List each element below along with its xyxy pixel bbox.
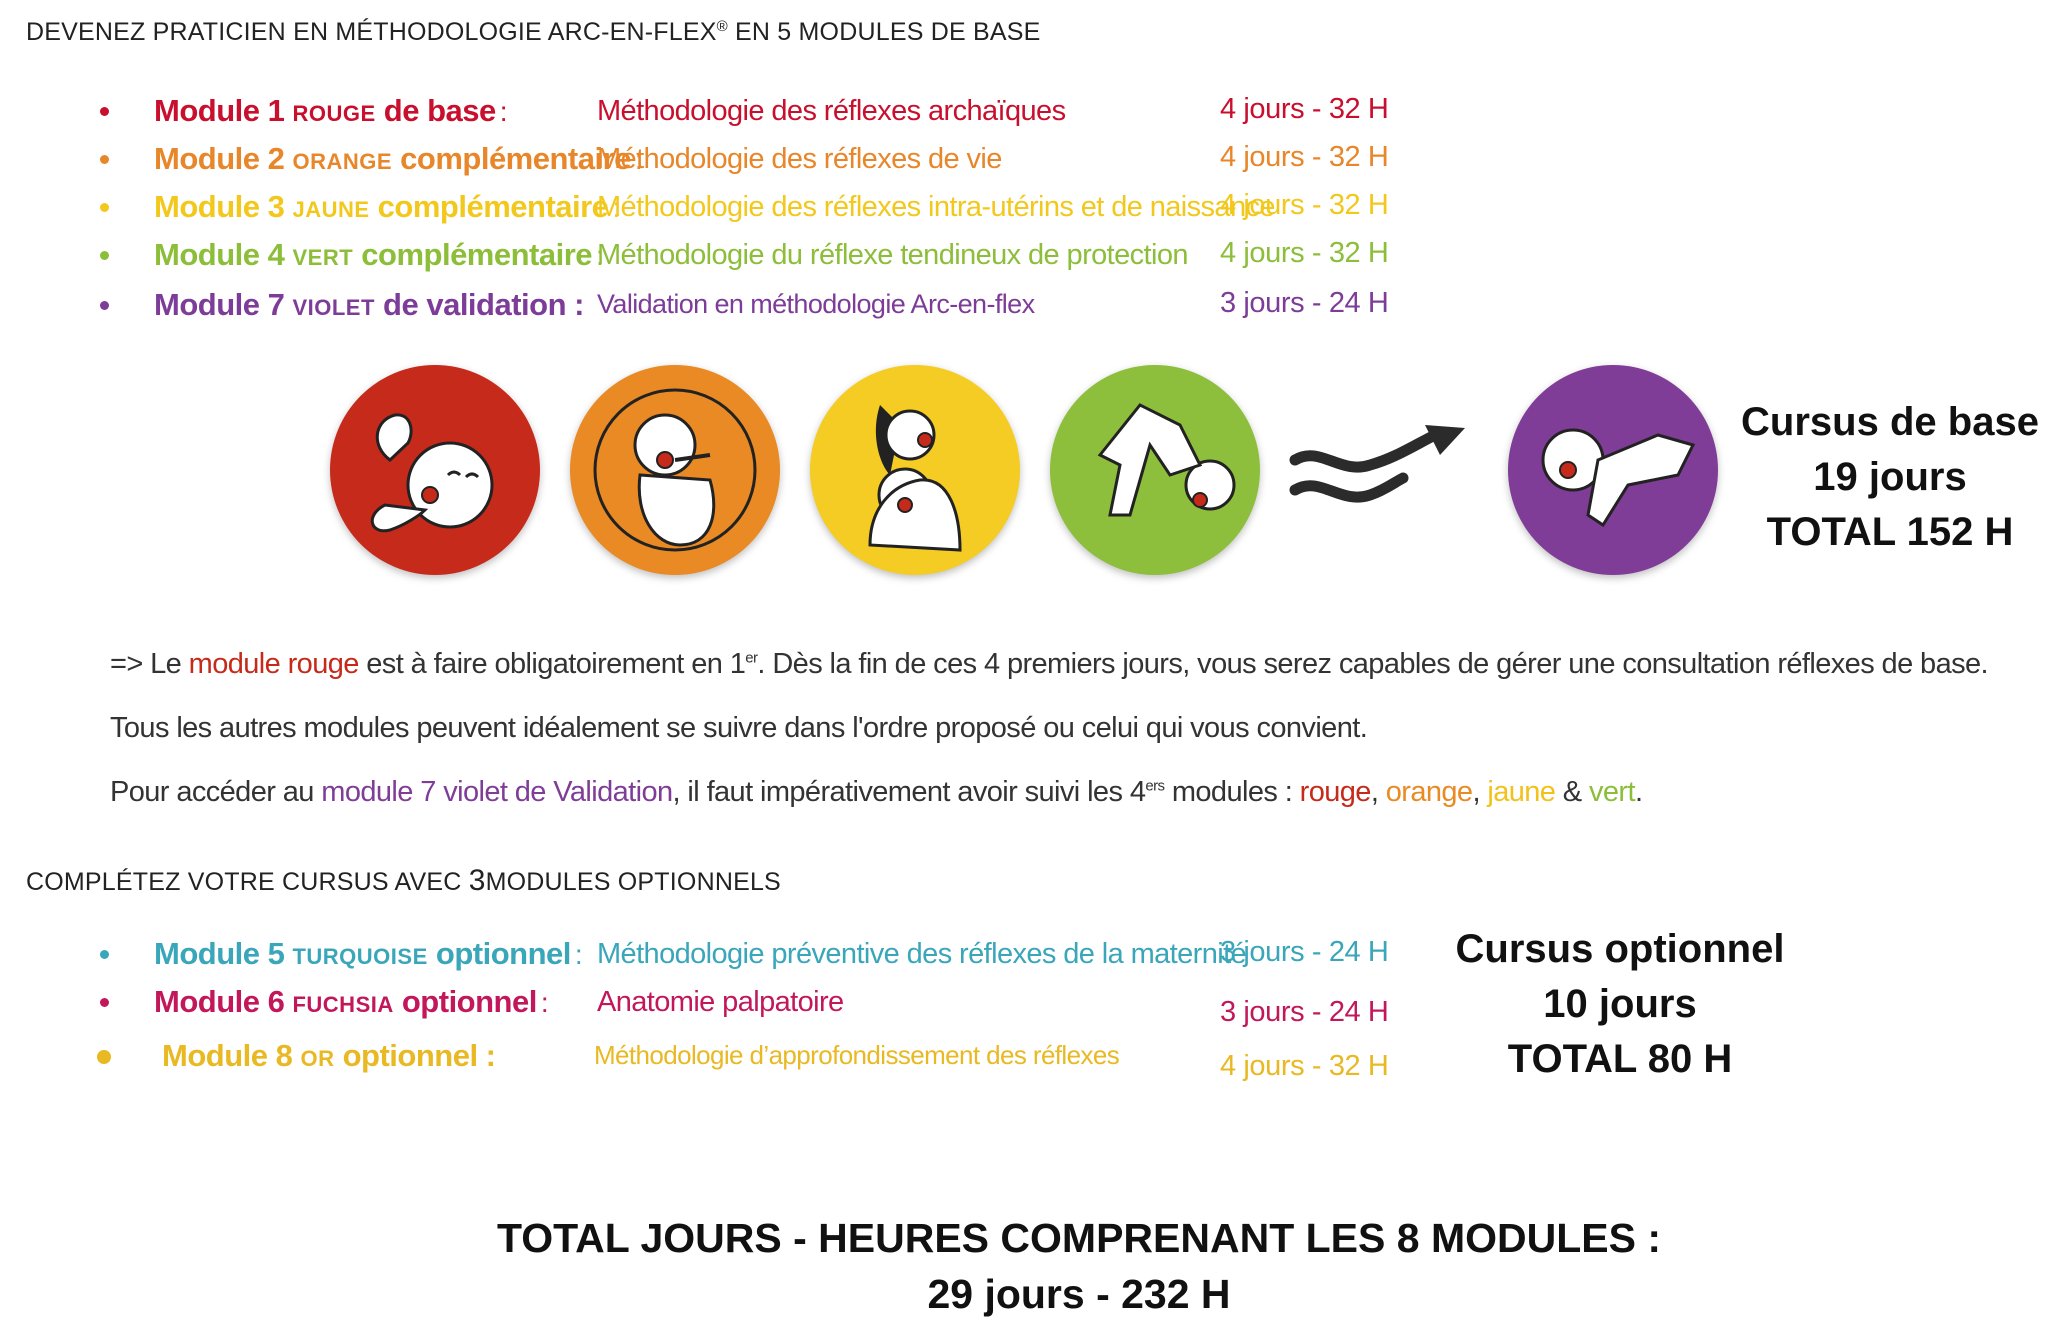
baby-crawling-icon (1050, 365, 1260, 575)
cursus-optional-days: 10 jours (1543, 982, 1697, 1026)
module-number: Module 1 (154, 93, 285, 128)
module-type: optionnel (435, 936, 571, 971)
module-type: optionnel : (342, 1038, 496, 1073)
module-number: Module 7 (154, 287, 285, 322)
module-description: Méthodologie des réflexes intra-utérins … (597, 191, 1276, 223)
bullet-icon (100, 155, 109, 164)
module-description: Méthodologie d’approfondissement des réf… (594, 1040, 1120, 1070)
bullet-icon (100, 950, 109, 959)
module-name: Module 5 turquoise optionnel: (154, 936, 583, 972)
module-description: Méthodologie des réflexes archaïques (597, 95, 1066, 127)
bullet-icon (100, 107, 109, 116)
module-type: optionnel (401, 984, 537, 1019)
module-description: Méthodologie du réflexe tendineux de pro… (597, 239, 1189, 271)
module-color-word: vert (292, 245, 354, 270)
cursus-base-title: Cursus de base (1741, 400, 2039, 444)
module-colon: : (612, 192, 620, 223)
module-description: Anatomie palpatoire (597, 986, 844, 1018)
note-validation: Pour accéder au module 7 violet de Valid… (110, 776, 1643, 808)
bullet-icon (100, 301, 109, 310)
module-name: Module 3 jaune complémentaire: (154, 189, 620, 225)
module-duration: 4 jours - 32 H (1220, 189, 1389, 221)
baby-reaching-icon (1508, 365, 1718, 575)
note-red-module: => Le module rouge est à faire obligatoi… (110, 648, 1989, 680)
cursus-optional-title: Cursus optionnel (1455, 927, 1785, 971)
grand-total: TOTAL JOURS - HEURES COMPRENANT LES 8 MO… (55, 1210, 2048, 1322)
module-number: Module 4 (154, 237, 285, 272)
bullet-icon (97, 1050, 111, 1064)
module-number: Module 2 (154, 141, 285, 176)
module-colon: : (596, 240, 604, 271)
module-type: complémentaire (377, 189, 609, 224)
module-type: de base (383, 93, 496, 128)
baby-curled-icon (330, 365, 540, 575)
cursus-base-total: TOTAL 152 H (1766, 510, 2014, 554)
module-colon: : (540, 987, 549, 1018)
module-description: Méthodologie des réflexes de vie (597, 143, 1002, 175)
module-color-word: violet (292, 295, 375, 320)
module-color-word: orange (292, 149, 393, 174)
module-color-word: rouge (292, 101, 376, 126)
module-duration: 3 jours - 24 H (1220, 996, 1389, 1028)
module-description: Validation en méthodologie Arc-en-flex (597, 289, 1035, 319)
module-name: Module 4 vert complémentaire: (154, 237, 604, 273)
module-duration: 4 jours - 32 H (1220, 237, 1389, 269)
module-color-word: fuchsia (292, 992, 394, 1017)
module-colon: : (634, 144, 643, 175)
bullet-icon (100, 251, 109, 260)
bullet-icon (100, 203, 109, 212)
module-number: Module 5 (154, 936, 285, 971)
module-name: Module 1 rouge de base: (154, 93, 508, 129)
bullet-icon (100, 998, 109, 1007)
cursus-optional-total: TOTAL 80 H (1507, 1037, 1733, 1081)
module-description: Méthodologie préventive des réflexes de … (597, 938, 1247, 970)
module-duration: 4 jours - 32 H (1220, 141, 1389, 173)
note-module-order: Tous les autres modules peuvent idéaleme… (110, 712, 1368, 744)
grand-total-title: TOTAL JOURS - HEURES COMPRENANT LES 8 MO… (496, 1215, 1662, 1261)
cursus-optional-summary: Cursus optionnel 10 jours TOTAL 80 H (1430, 922, 1810, 1087)
cursus-base-days: 19 jours (1813, 455, 1967, 499)
module-illustrations (0, 365, 2048, 580)
heading-base-modules: DEVENEZ PRATICIEN EN MÉTHODOLOGIE ARC-EN… (26, 18, 1041, 46)
module-color-word: jaune (292, 197, 370, 222)
arrow-icon (1285, 420, 1470, 510)
module-duration: 4 jours - 32 H (1220, 93, 1389, 125)
module-type: complémentaire (400, 141, 631, 176)
heading-optional-modules: COMPLÉTEZ VOTRE CURSUS AVEC 3MODULES OPT… (26, 864, 781, 897)
module-name: Module 6 fuchsia optionnel: (154, 984, 549, 1020)
module-duration: 4 jours - 32 H (1220, 1050, 1389, 1082)
module-name: Module 7 violet de validation : (154, 287, 588, 323)
module-number: Module 3 (154, 189, 285, 224)
module-number: Module 8 (162, 1038, 293, 1073)
module-duration: 3 jours - 24 H (1220, 936, 1389, 968)
baby-sucking-icon (570, 365, 780, 575)
module-name: Module 2 orange complémentaire: (154, 141, 643, 177)
module-type: complémentaire (361, 237, 593, 272)
module-colon: : (574, 939, 583, 970)
module-type: de validation : (383, 287, 584, 322)
cursus-base-summary: Cursus de base 19 jours TOTAL 152 H (1730, 395, 2048, 560)
module-colon: : (499, 96, 508, 127)
module-name: Module 8 or optionnel : (162, 1038, 500, 1074)
module-number: Module 6 (154, 984, 285, 1019)
module-color-word: or (300, 1046, 335, 1071)
mother-baby-icon (810, 365, 1020, 575)
module-duration: 3 jours - 24 H (1220, 287, 1389, 319)
module-color-word: turquoise (292, 944, 428, 969)
grand-total-value: 29 jours - 232 H (927, 1271, 1231, 1317)
